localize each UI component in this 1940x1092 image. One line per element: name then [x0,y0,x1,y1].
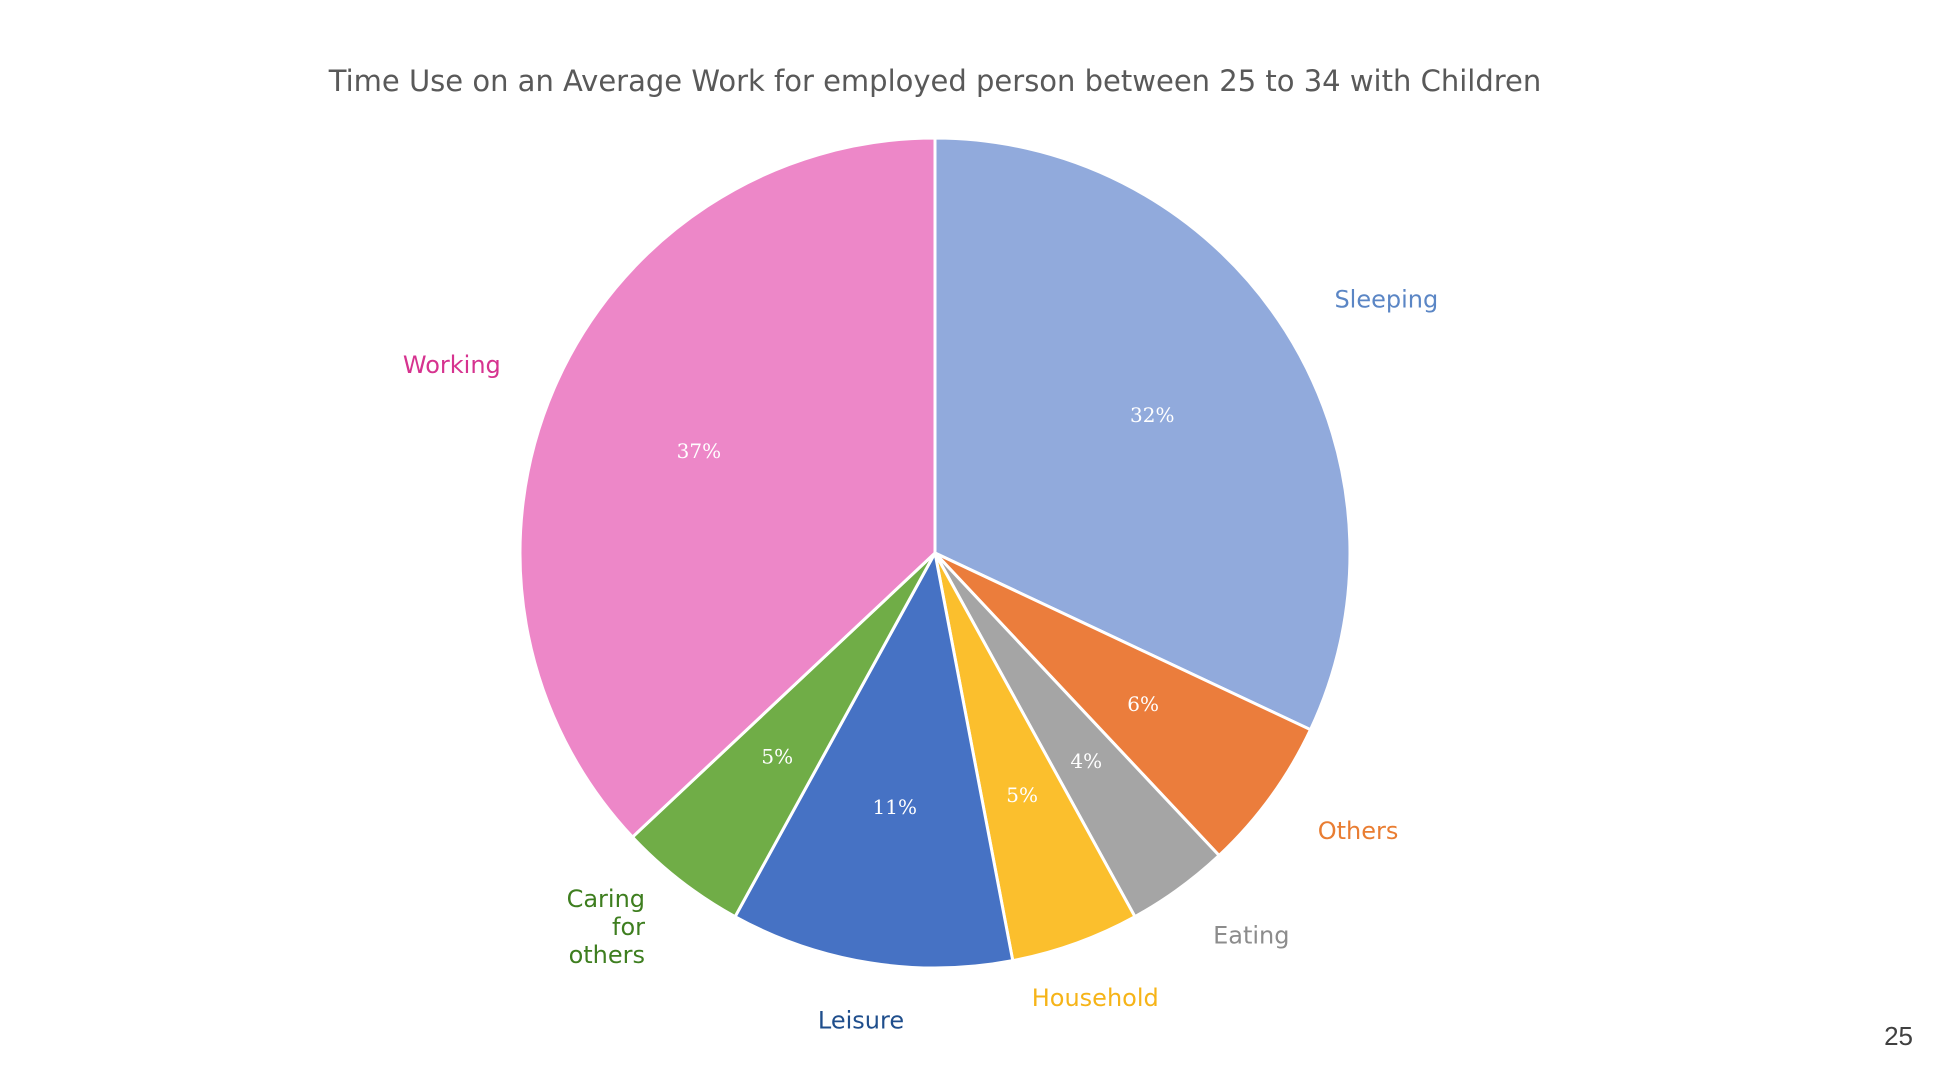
pie-slice-leisure [733,548,1015,970]
slice-value-label-working: 37% [677,439,721,463]
slice-value-label-sleeping: 32% [1130,403,1174,427]
slice-category-label-others: Others [1318,817,1399,845]
slice-value-label-others: 6% [1127,692,1159,716]
chart-title: Time Use on an Average Work for employed… [328,64,1542,98]
slice-category-label-working: Working [403,351,501,379]
pie-value-labels: 32% 6% 4% 5% 11% 5% 37% [677,403,1175,819]
pie-category-labels: Sleeping Others Eating Household Leisure Cari… [403,286,1438,1035]
slice-category-label-household: Household [1032,984,1159,1012]
slice-category-label-eating: Eating [1213,922,1289,950]
pie-slices [518,136,1352,970]
slice-value-label-household: 5% [1006,783,1038,807]
slice-value-label-caring-for-others: 5% [761,744,793,768]
page-number: 25 [1884,1021,1913,1051]
pie-slice-working [518,136,937,840]
slice-value-label-eating: 4% [1070,749,1102,773]
pie-slice-sleeping [933,136,1352,732]
slice-category-label-sleeping: Sleeping [1334,286,1438,314]
pie-slice-others [933,551,1313,858]
slice-category-label-caring-for-others: Caring for others [567,885,646,969]
slice-category-label-leisure: Leisure [818,1006,904,1034]
slice-value-label-leisure: 11% [873,795,917,819]
